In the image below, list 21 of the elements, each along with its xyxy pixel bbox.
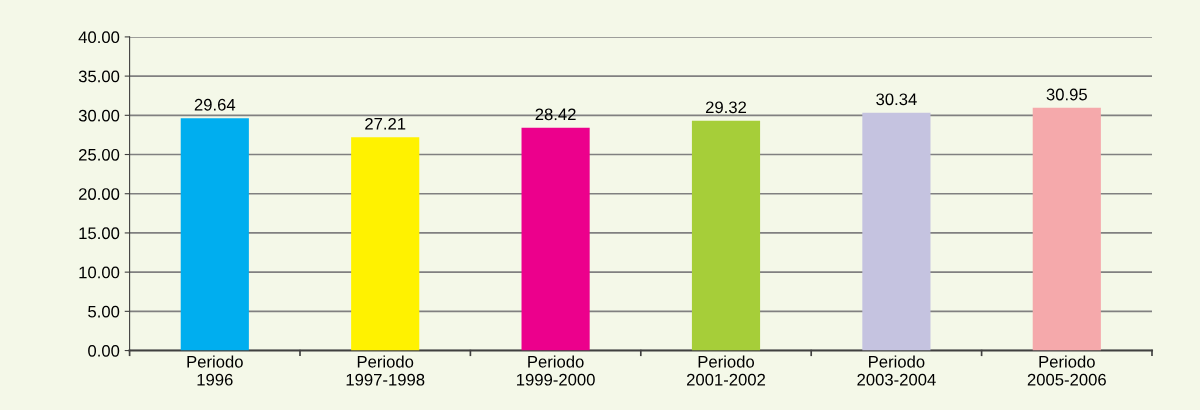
x-tick-label: Periodo 2003-2004 [857, 355, 936, 386]
data-label: 28.42 [535, 108, 576, 121]
y-tick-label: 35.00 [78, 70, 120, 83]
x-tick-label: Periodo 2005-2006 [1027, 355, 1106, 386]
x-tick-label: Periodo 2001-2002 [686, 355, 766, 386]
y-tick-label: 0.00 [88, 344, 120, 357]
y-tick-label: 30.00 [78, 109, 120, 122]
y-tick-label: 15.00 [79, 227, 120, 240]
y-tick-label: 5.00 [88, 305, 120, 318]
y-tick-label: 20.00 [79, 188, 120, 200]
y-tick-label: 10.00 [79, 266, 120, 279]
data-label: 27.21 [365, 117, 406, 130]
x-tick-label: Periodo 1996 [187, 355, 243, 386]
data-label: 30.34 [876, 93, 917, 106]
data-label: 29.64 [194, 98, 236, 111]
y-tick-label: 40.00 [78, 31, 120, 44]
x-tick-label: Periodo 1997-1998 [346, 355, 425, 386]
data-label: 29.32 [705, 101, 747, 114]
y-tick-label: 25.00 [79, 148, 120, 161]
data-label: 30.95 [1046, 88, 1087, 101]
x-tick-label: Periodo 1999-2000 [517, 355, 595, 386]
